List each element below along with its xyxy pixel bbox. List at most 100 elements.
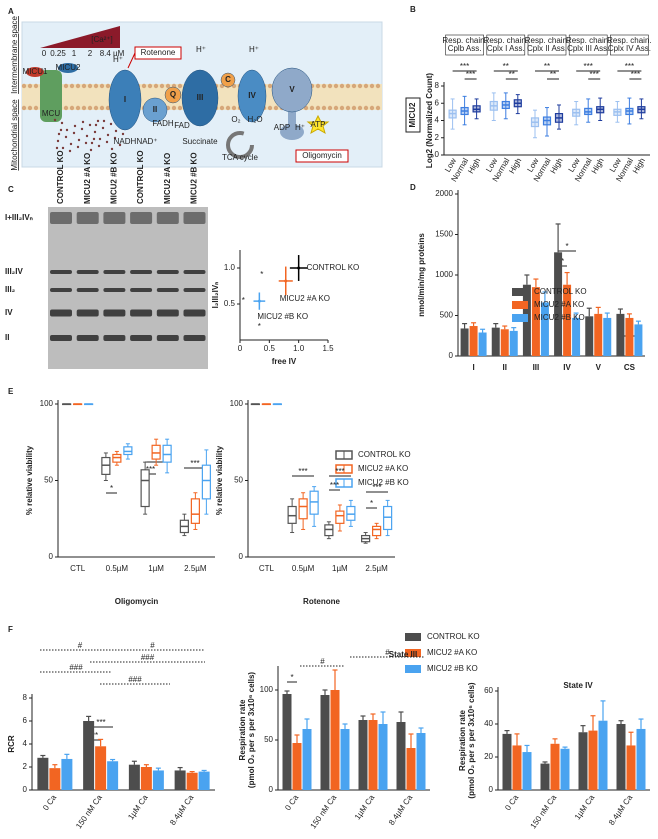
significance: *	[258, 322, 261, 331]
lipid-head	[369, 105, 375, 111]
bar	[358, 720, 368, 790]
band	[50, 212, 72, 224]
complex-label: I	[124, 95, 126, 104]
calcium-ion	[85, 134, 89, 138]
band	[103, 270, 126, 274]
significance: *	[370, 499, 373, 508]
y-tick-label: 50	[44, 476, 53, 485]
significance: ###	[141, 653, 155, 662]
significance: ***	[372, 483, 381, 492]
box	[101, 456, 111, 475]
molecule: ATP	[311, 120, 326, 129]
calcium-ion	[101, 126, 105, 130]
calcium-ion	[76, 145, 80, 149]
mcu-channel	[40, 70, 62, 122]
lipid-head	[327, 83, 333, 89]
group-header	[445, 34, 484, 56]
calcium-ion	[92, 137, 96, 141]
significance: ***	[466, 70, 475, 79]
bar	[560, 748, 570, 790]
lipid-head	[225, 105, 231, 111]
y-tick-label: 1500	[435, 230, 453, 239]
band	[76, 270, 99, 274]
group-header	[527, 34, 567, 56]
y-tick-label: 100	[230, 399, 244, 408]
molecule: NADH	[114, 137, 137, 146]
x-tick-label: 8.4µM Ca	[387, 793, 415, 827]
molecule: H⁺	[196, 45, 206, 54]
band	[130, 309, 153, 317]
lipid-head	[357, 105, 363, 111]
lipid-head	[333, 105, 339, 111]
side-label: Mitochondrial space	[10, 99, 19, 171]
legend-label: MICU2 #A KO	[534, 300, 584, 309]
significance: ***	[146, 465, 155, 474]
group-header-label: Cplx IV Ass.	[608, 44, 651, 53]
x-tick-label: 2.5µM	[184, 564, 207, 573]
group-header-label: Resp. chain.	[607, 36, 651, 45]
lipid-head	[327, 105, 333, 111]
x-tick-label: 150 nM Ca	[74, 793, 104, 831]
lipid-head	[165, 83, 171, 89]
lipid-head	[363, 105, 369, 111]
band	[103, 335, 126, 341]
lipid-head	[105, 105, 111, 111]
calcium-ion	[105, 140, 109, 144]
bar	[636, 728, 646, 790]
x-axis-label: Rotenone	[303, 597, 340, 606]
x-tick-label: 0.5	[264, 344, 276, 353]
y-tick-label: 8	[435, 81, 440, 90]
bar	[83, 721, 95, 790]
calcium-ion	[96, 119, 100, 123]
x-tick-label: High	[466, 157, 482, 176]
y-tick-label: 4	[23, 739, 28, 748]
y-tick-label: 2	[435, 133, 440, 142]
calcium-ion	[84, 141, 88, 145]
point	[257, 299, 261, 303]
panel-label: E	[8, 387, 14, 396]
y-tick-label: 60	[484, 686, 493, 695]
box	[383, 505, 393, 531]
bar	[406, 748, 416, 790]
calcium-ion	[121, 132, 125, 136]
lipid-head	[321, 105, 327, 111]
lipid-head	[81, 105, 87, 111]
bar	[320, 695, 330, 790]
complex-label: II	[153, 105, 157, 114]
x-tick-label: 2.5µM	[365, 564, 388, 573]
calcium-ion	[64, 135, 68, 139]
x-tick-label: II	[503, 363, 507, 372]
lipid-head	[33, 105, 39, 111]
y-tick-label: 2	[23, 762, 28, 771]
point	[297, 266, 301, 270]
band	[50, 288, 72, 292]
band	[130, 212, 153, 224]
bar	[625, 317, 634, 356]
significance: *	[242, 296, 245, 305]
box	[151, 444, 161, 460]
calcium-ion	[106, 133, 110, 137]
calcium-ion	[93, 130, 97, 134]
calcium-ion	[89, 148, 93, 152]
x-tick-label: CTL	[70, 564, 86, 573]
bar	[588, 730, 598, 790]
inhibitor-box	[295, 149, 349, 163]
complex-label: Q	[170, 90, 176, 99]
box	[190, 498, 200, 524]
group-header	[486, 34, 526, 56]
calcium-ion	[69, 142, 73, 146]
molecule: FAD	[174, 121, 190, 130]
micu2	[58, 63, 78, 73]
lipid-head	[309, 105, 315, 111]
calcium-ion	[97, 144, 101, 148]
x-tick-label: 8.4µM Ca	[168, 793, 196, 827]
y-tick-label: 0	[269, 785, 274, 794]
significance: **	[544, 62, 550, 71]
group-header-label: Resp. chain.	[442, 36, 486, 45]
x-tick-label: V	[596, 363, 602, 372]
bar	[512, 745, 522, 790]
legend-swatch	[512, 314, 528, 322]
significance: *	[565, 242, 568, 251]
calcium-ion	[94, 123, 98, 127]
band	[183, 270, 206, 274]
